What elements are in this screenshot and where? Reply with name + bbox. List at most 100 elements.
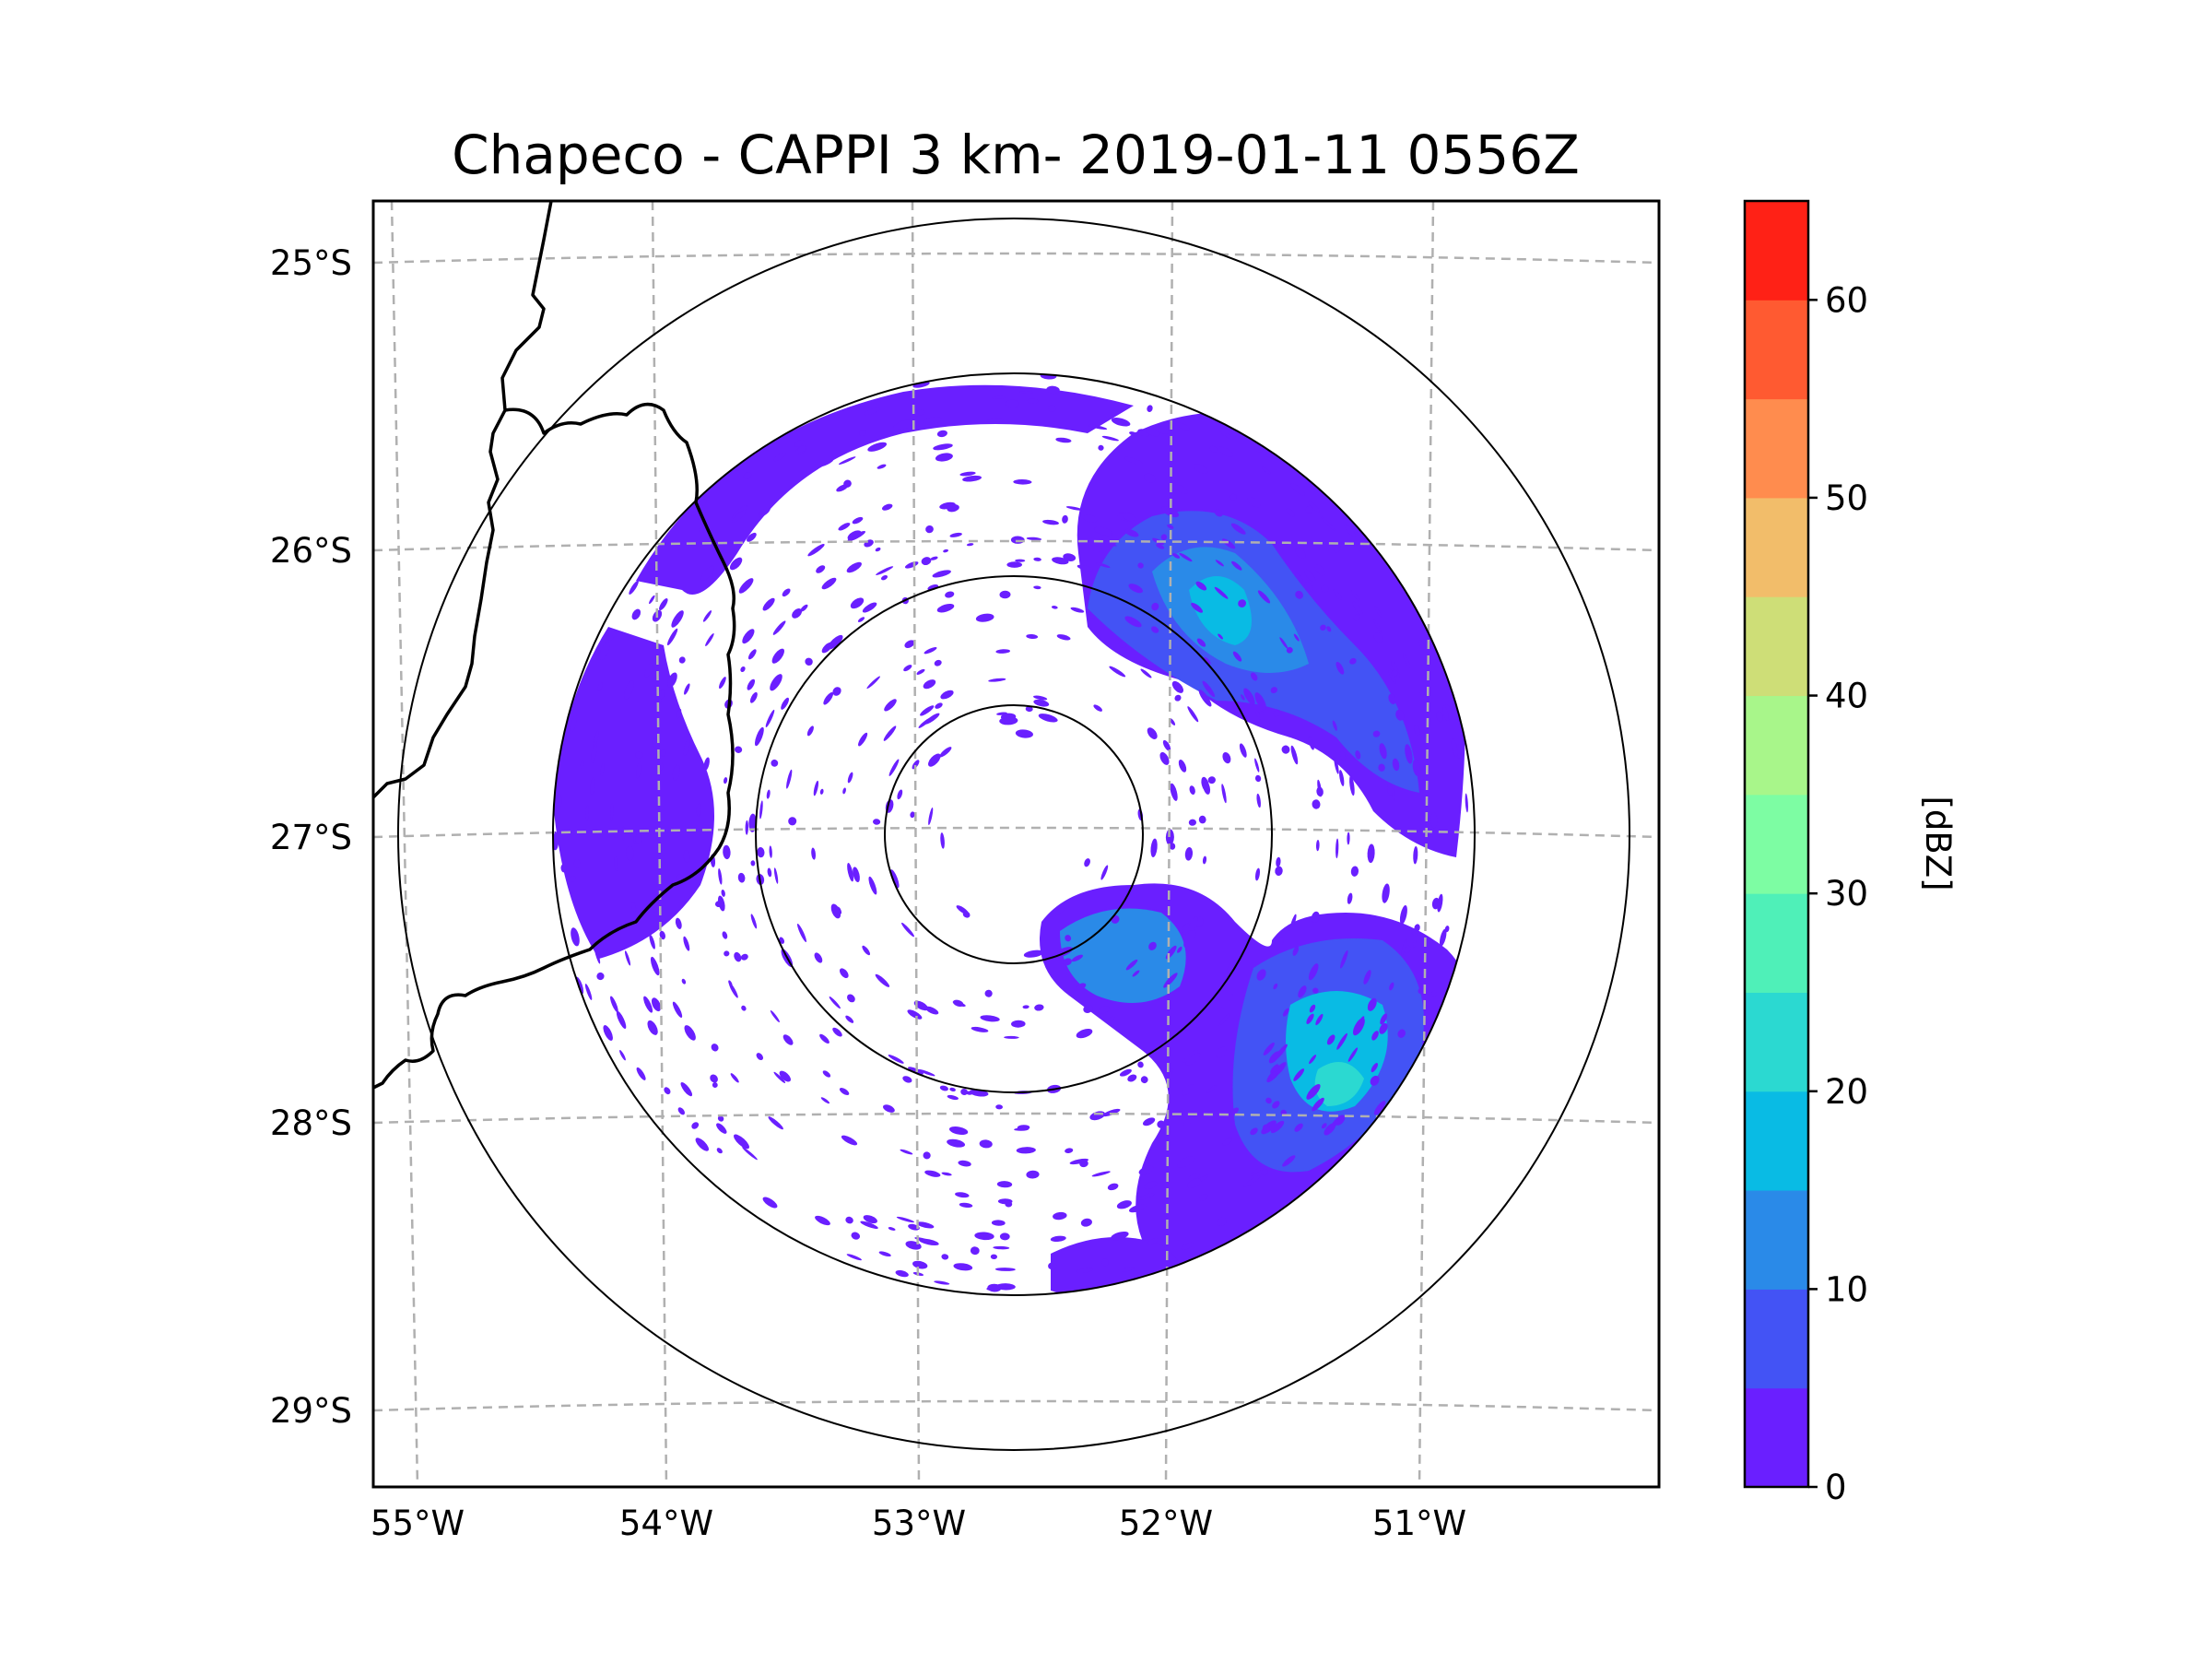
echo-speckle — [924, 1170, 941, 1177]
echo-speckle — [1048, 1262, 1057, 1270]
echo-speckle — [895, 1269, 909, 1278]
colorbar-tick-label: 40 — [1825, 677, 1868, 716]
lon-tick-label: 52°W — [1119, 1504, 1213, 1543]
echo-speckle — [933, 443, 953, 451]
echo-speckle — [1465, 793, 1468, 813]
echo-speckle — [1218, 446, 1233, 457]
echo-speckle — [1179, 552, 1193, 562]
echo-speckle — [691, 509, 699, 516]
echo-speckle — [1298, 985, 1307, 998]
echo-speckle — [1324, 1123, 1336, 1136]
echo-speckle — [1185, 1053, 1201, 1066]
echo-speckle — [990, 1254, 997, 1260]
echo-speckle — [949, 532, 962, 537]
echo-speckle — [728, 980, 733, 986]
echo-speckle — [1172, 553, 1181, 559]
echo-speckle — [890, 869, 900, 889]
echo-speckle — [1107, 1183, 1119, 1191]
echo-speckle — [672, 1001, 683, 1018]
echo-speckle — [1151, 602, 1159, 611]
echo-speckle — [560, 864, 567, 873]
echo-speckle — [970, 1246, 980, 1256]
echo-speckle — [1304, 582, 1313, 592]
echo-speckle — [1160, 534, 1168, 540]
echo-speckle — [680, 1082, 693, 1097]
echo-speckle — [1349, 657, 1357, 665]
echo-speckle — [677, 1107, 686, 1115]
echo-speckle — [1306, 1013, 1314, 1024]
echo-speckle — [974, 1232, 994, 1241]
colorbar-tick-label: 60 — [1825, 280, 1868, 320]
echo-speckle — [897, 789, 903, 800]
echo-speckle — [1243, 688, 1255, 705]
gridline-lat-29s — [373, 1399, 1659, 1412]
echo-speckle — [683, 850, 690, 863]
echo-speckle — [1157, 1120, 1165, 1128]
echo-speckle — [1167, 524, 1174, 529]
scattered-echoes — [553, 373, 1468, 1292]
echo-speckle — [765, 709, 775, 727]
echo-speckle — [1201, 776, 1210, 792]
echo-speckle — [1048, 405, 1056, 412]
echo-speckle — [962, 911, 971, 918]
echo-speckle — [828, 634, 843, 650]
echo-speckle — [1156, 543, 1165, 549]
echo-speckle — [1119, 1068, 1132, 1077]
echo-speckle — [626, 845, 634, 861]
echo-speckle — [952, 1001, 966, 1007]
echo-speckle — [631, 902, 637, 913]
echo-speckle — [1254, 444, 1264, 453]
echo-speckle — [1230, 1107, 1240, 1115]
echo-speckle — [1222, 752, 1231, 764]
echo-speckle — [999, 1233, 1010, 1241]
echo-speckle — [1371, 1031, 1379, 1041]
echo-speckle — [650, 956, 660, 976]
echo-speckle — [1182, 923, 1191, 935]
echo-speckle — [1262, 466, 1271, 475]
echo-speckle — [654, 697, 662, 706]
echo-speckle — [864, 407, 880, 416]
echo-speckle — [945, 591, 955, 598]
echo-speckle — [1033, 585, 1041, 590]
echo-speckle — [695, 1138, 709, 1151]
echo-speckle — [959, 1202, 973, 1209]
echo-speckle — [1222, 1138, 1232, 1146]
echo-speckle — [756, 1053, 764, 1061]
echo-speckle — [845, 1216, 853, 1224]
echo-speckle — [1295, 547, 1306, 559]
echo-speckle — [860, 1221, 878, 1229]
echo-speckle — [829, 997, 841, 1009]
echo-speckle — [659, 930, 665, 940]
echo-speckle — [1148, 941, 1157, 950]
echo-speckle — [935, 702, 943, 709]
echo-speckle — [716, 1123, 727, 1134]
gridline-lon-53w — [911, 201, 921, 1487]
echo-speckle — [822, 1070, 831, 1078]
echo-speckle — [1140, 668, 1152, 678]
echo-speckle — [610, 803, 614, 821]
echo-speckle — [852, 516, 864, 525]
echo-speckle — [1363, 970, 1371, 985]
echo-speckle — [664, 1087, 671, 1095]
echo-speckle — [1124, 528, 1139, 537]
echo-speckle — [1147, 727, 1158, 739]
echo-speckle — [1309, 1004, 1316, 1013]
echo-speckle — [923, 1151, 931, 1160]
echo-speckle — [1083, 1004, 1093, 1014]
echo-speckle — [684, 1025, 696, 1041]
echo-speckle — [603, 949, 609, 956]
echo-speckle — [839, 1088, 850, 1095]
echo-speckle — [1202, 680, 1216, 697]
echo-speckle — [1431, 990, 1438, 997]
echo-speckle — [741, 1005, 747, 1011]
echo-speckle — [930, 556, 938, 560]
echo-speckle — [712, 1082, 718, 1088]
gridline-lon-54w — [651, 201, 668, 1487]
echo-speckle — [745, 820, 749, 835]
echo-speckle — [1286, 508, 1295, 517]
echo-speckle — [1137, 1193, 1156, 1201]
echo-speckle — [1413, 939, 1417, 948]
echo-speckle — [1388, 693, 1396, 704]
echo-speckle — [1191, 602, 1204, 613]
echo-speckle — [570, 714, 577, 734]
